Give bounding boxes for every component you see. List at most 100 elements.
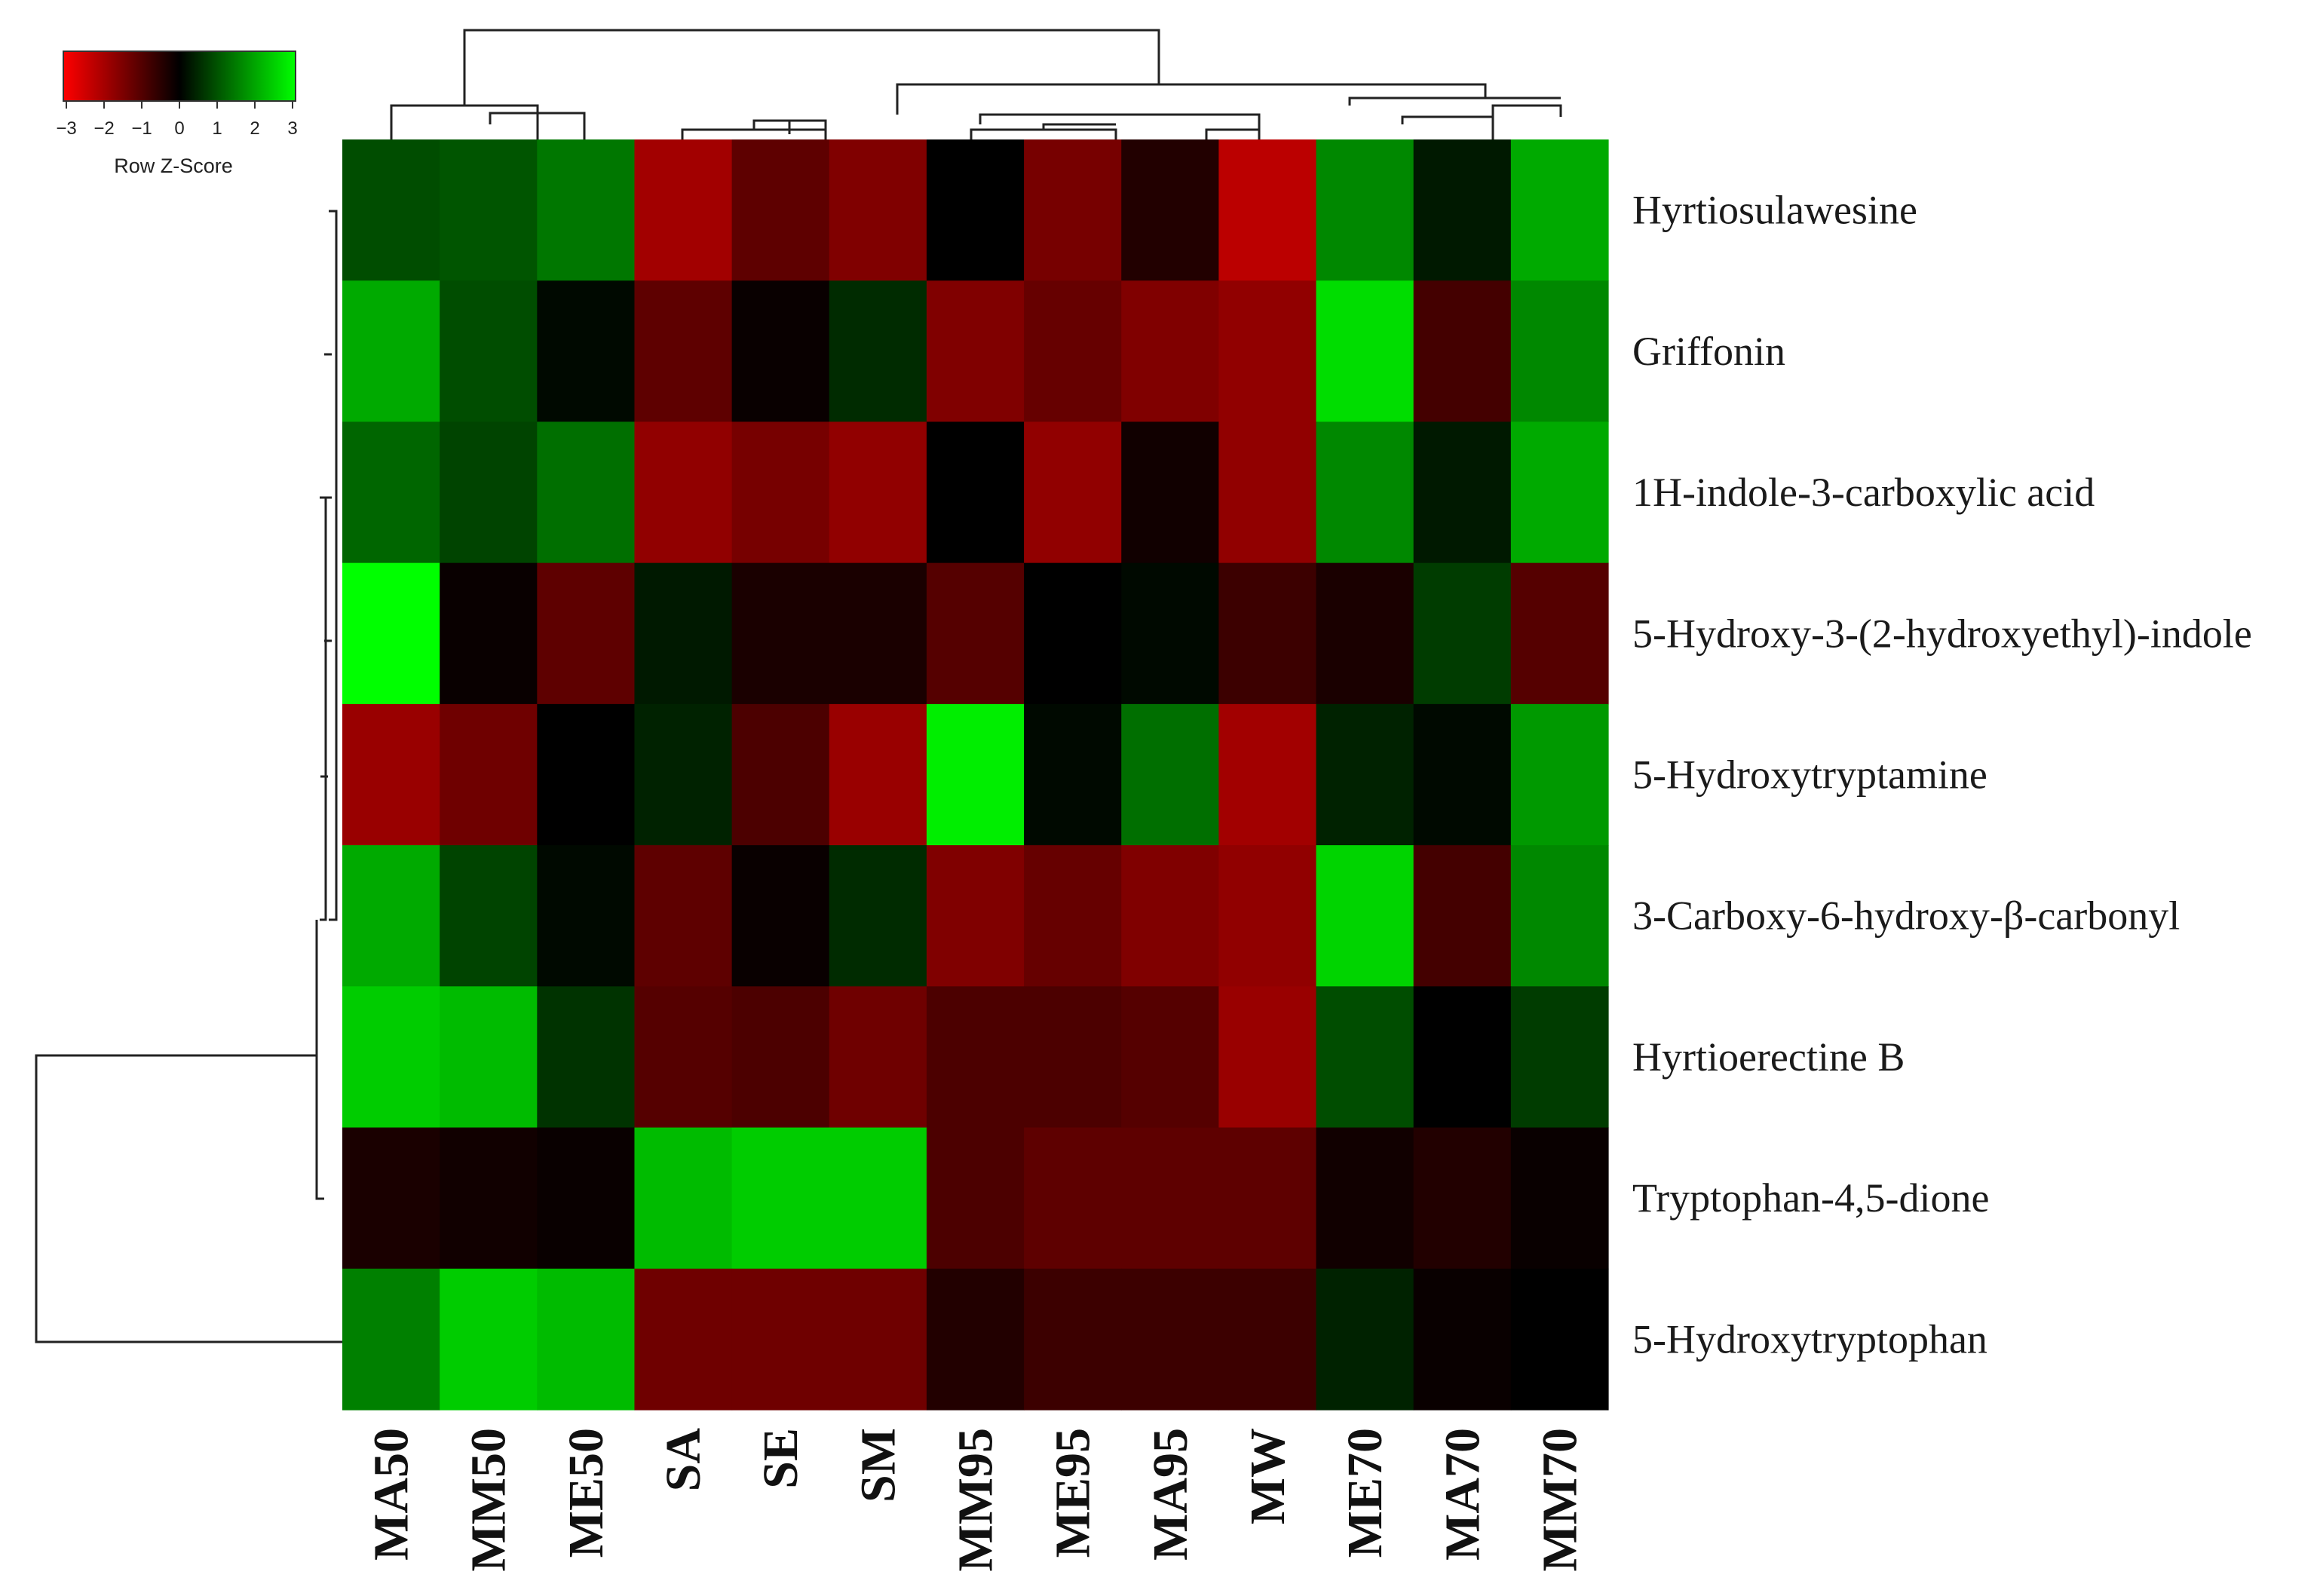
heatmap-cell: [1024, 703, 1122, 846]
heatmap-cell: [1218, 703, 1317, 846]
color-key-tick-label: −1: [131, 118, 152, 139]
heatmap-cell: [1121, 421, 1219, 564]
heatmap-cell: [1121, 280, 1219, 423]
heatmap-cell: [731, 1127, 830, 1270]
heatmap-cell: [731, 562, 830, 705]
heatmap-cell: [829, 139, 927, 281]
heatmap-cell: [634, 845, 733, 987]
row-label: Hyrtioerectine B: [1632, 1034, 1905, 1080]
color-key-tick-label: −2: [93, 118, 114, 139]
heatmap-cell: [342, 986, 440, 1129]
column-label: MM50: [461, 1428, 516, 1572]
heatmap-cell: [1413, 1268, 1512, 1411]
heatmap-cell: [634, 280, 733, 423]
heatmap-cell: [440, 139, 538, 281]
heatmap-cell: [829, 845, 927, 987]
column-label: ME50: [559, 1428, 614, 1558]
column-label: ME70: [1338, 1428, 1393, 1558]
heatmap-cell: [1024, 139, 1122, 281]
heatmap-cell: [731, 703, 830, 846]
heatmap-cell: [342, 139, 440, 281]
heatmap-cell: [1510, 703, 1609, 846]
heatmap-cell: [829, 1127, 927, 1270]
color-key-title: Row Z-Score: [114, 155, 233, 177]
row-label: 3-Carboxy-6-hydroxy-β-carbonyl: [1632, 893, 2180, 939]
row-label: Tryptophan-4,5-dione: [1632, 1175, 1989, 1221]
heatmap-cell: [537, 421, 636, 564]
heatmap-cell: [829, 280, 927, 423]
heatmap-cell: [440, 986, 538, 1129]
heatmap-cell: [926, 1127, 1025, 1270]
heatmap-cell: [1510, 562, 1609, 705]
color-key-tick-label: −3: [56, 118, 76, 139]
heatmap-cell: [1413, 986, 1512, 1129]
column-label: SM: [850, 1428, 906, 1503]
heatmap-cell: [537, 986, 636, 1129]
heatmap-cell: [1218, 1268, 1317, 1411]
heatmap-cell: [1024, 421, 1122, 564]
heatmap-cell: [1121, 845, 1219, 987]
heatmap-cell: [634, 139, 733, 281]
heatmap-cell: [926, 280, 1025, 423]
heatmap-cell: [1413, 139, 1512, 281]
heatmap-cell: [926, 1268, 1025, 1411]
heatmap-cell: [731, 421, 830, 564]
heatmap-cell: [829, 562, 927, 705]
heatmap-cell: [1024, 986, 1122, 1129]
heatmap-cell: [1121, 1127, 1219, 1270]
heatmap-cell: [634, 1127, 733, 1270]
heatmap-cell: [1316, 280, 1414, 423]
color-key-ticks: −3 −2 −1 0 1 2 3: [56, 101, 298, 139]
heatmap-cell: [1121, 562, 1219, 705]
row-label: 5-Hydroxytryptamine: [1632, 752, 1987, 798]
heatmap-cell: [731, 1268, 830, 1411]
heatmap-cell: [829, 986, 927, 1129]
heatmap-cell: [926, 703, 1025, 846]
color-key-tick-label: 2: [250, 118, 259, 139]
heatmap-cell: [342, 1127, 440, 1270]
heatmap-cell: [1121, 1268, 1219, 1411]
row-label: 1H-indole-3-carboxylic acid: [1632, 470, 2095, 515]
heatmap-cell: [1510, 986, 1609, 1129]
heatmap-cell: [1218, 421, 1317, 564]
heatmap-cell: [634, 703, 733, 846]
heatmap-cell: [1218, 139, 1317, 281]
heatmap-cell: [1510, 139, 1609, 281]
column-label: SE: [753, 1428, 808, 1489]
heatmap-cell: [926, 845, 1025, 987]
heatmap-cell: [634, 421, 733, 564]
heatmap-cell: [634, 562, 733, 705]
column-dendrogram: [390, 29, 1562, 139]
heatmap-cell: [1316, 986, 1414, 1129]
column-labels: MA50 MM50 ME50 SA SE SM MM95 ME95 MA95 MW ME70 MA70…: [364, 1428, 1588, 1572]
heatmap-cell: [440, 562, 538, 705]
heatmap-cell: [1413, 280, 1512, 423]
heatmap-cell: [926, 562, 1025, 705]
heatmap-cell: [926, 139, 1025, 281]
heatmap-cell: [1218, 562, 1317, 705]
heatmap-cell: [634, 1268, 733, 1411]
heatmap-cell: [537, 280, 636, 423]
heatmap-cell: [537, 703, 636, 846]
heatmap-cell: [342, 703, 440, 846]
column-label: MA70: [1435, 1428, 1490, 1561]
heatmap-cell: [1121, 986, 1219, 1129]
heatmap-cell: [1510, 421, 1609, 564]
heatmap-cell: [1024, 562, 1122, 705]
heatmap-cell: [1413, 562, 1512, 705]
heatmap-cell: [1218, 986, 1317, 1129]
heatmap-cell: [537, 1127, 636, 1270]
heatmap-cell: [342, 421, 440, 564]
column-label: MM95: [949, 1428, 1004, 1572]
heatmap-cell: [731, 845, 830, 987]
heatmap-cell: [1510, 280, 1609, 423]
row-label: Hyrtiosulawesine: [1632, 188, 1917, 233]
heatmap-cell: [829, 1268, 927, 1411]
heatmap-cell: [1121, 139, 1219, 281]
heatmap-cell: [731, 986, 830, 1129]
heatmap-cell: [342, 562, 440, 705]
heatmap-cell: [440, 1268, 538, 1411]
heatmap-cell: [926, 986, 1025, 1129]
heatmap-cell: [926, 421, 1025, 564]
heatmap-cell: [1510, 845, 1609, 987]
